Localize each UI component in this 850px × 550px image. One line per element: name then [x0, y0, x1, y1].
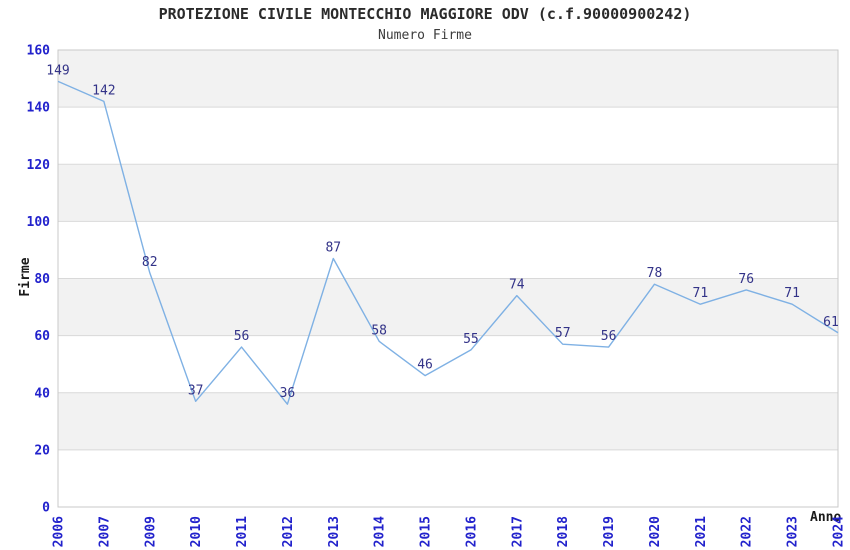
y-tick-label: 80	[34, 272, 50, 287]
chart-title: PROTEZIONE CIVILE MONTECCHIO MAGGIORE OD…	[158, 5, 692, 23]
data-point-label: 37	[188, 383, 204, 398]
x-tick-label: 2015	[419, 516, 434, 547]
data-point-label: 56	[234, 329, 250, 344]
x-axis-label: Anno	[810, 510, 842, 525]
data-point-label: 74	[509, 278, 525, 293]
data-point-label: 82	[142, 255, 158, 270]
x-tick-label: 2023	[786, 516, 801, 547]
data-point-label: 87	[325, 241, 341, 256]
data-point-label: 71	[784, 286, 800, 301]
x-tick-label: 2021	[694, 516, 709, 547]
y-tick-label: 20	[34, 443, 50, 458]
x-tick-label: 2024	[832, 516, 847, 547]
y-tick-label: 40	[34, 386, 50, 401]
y-tick-label: 100	[27, 215, 51, 230]
x-tick-label: 2020	[648, 516, 663, 547]
y-tick-label: 120	[27, 158, 51, 173]
x-tick-label: 2018	[556, 516, 571, 547]
data-point-label: 149	[46, 63, 69, 78]
x-tick-label: 2019	[602, 516, 617, 547]
plot-border	[57, 49, 839, 508]
x-tick-label: 2014	[373, 516, 388, 547]
plot-band	[58, 392, 838, 450]
x-tick-label: 2012	[281, 516, 296, 547]
data-point-label: 142	[92, 83, 115, 98]
plot-band	[58, 164, 838, 222]
y-tick-label: 0	[42, 501, 50, 516]
y-tick-label: 140	[27, 101, 51, 116]
x-tick-label: 2017	[510, 516, 525, 547]
data-point-label: 78	[647, 266, 663, 281]
x-tick-label: 2010	[189, 516, 204, 547]
y-tick-label: 160	[27, 44, 51, 59]
x-tick-label: 2013	[327, 516, 342, 547]
y-tick-label: 60	[34, 329, 50, 344]
chart-subtitle: Numero Firme	[378, 28, 472, 43]
plot-band	[58, 278, 838, 336]
data-point-label: 57	[555, 326, 571, 341]
x-tick-label: 2007	[97, 516, 112, 547]
x-tick-label: 2009	[143, 516, 158, 547]
x-tick-label: 2016	[464, 516, 479, 547]
data-point-label: 56	[601, 329, 617, 344]
data-point-label: 76	[738, 272, 754, 287]
plot-band	[58, 50, 838, 108]
data-point-label: 61	[823, 315, 839, 330]
data-point-label: 71	[693, 286, 709, 301]
data-point-label: 46	[417, 358, 433, 373]
data-point-label: 58	[371, 323, 387, 338]
data-series-line	[57, 80, 839, 405]
x-tick-label: 2022	[740, 516, 755, 547]
data-point-label: 36	[280, 386, 296, 401]
data-point-label: 55	[463, 332, 479, 347]
x-tick-label: 2006	[52, 516, 67, 547]
x-tick-label: 2011	[235, 516, 250, 547]
